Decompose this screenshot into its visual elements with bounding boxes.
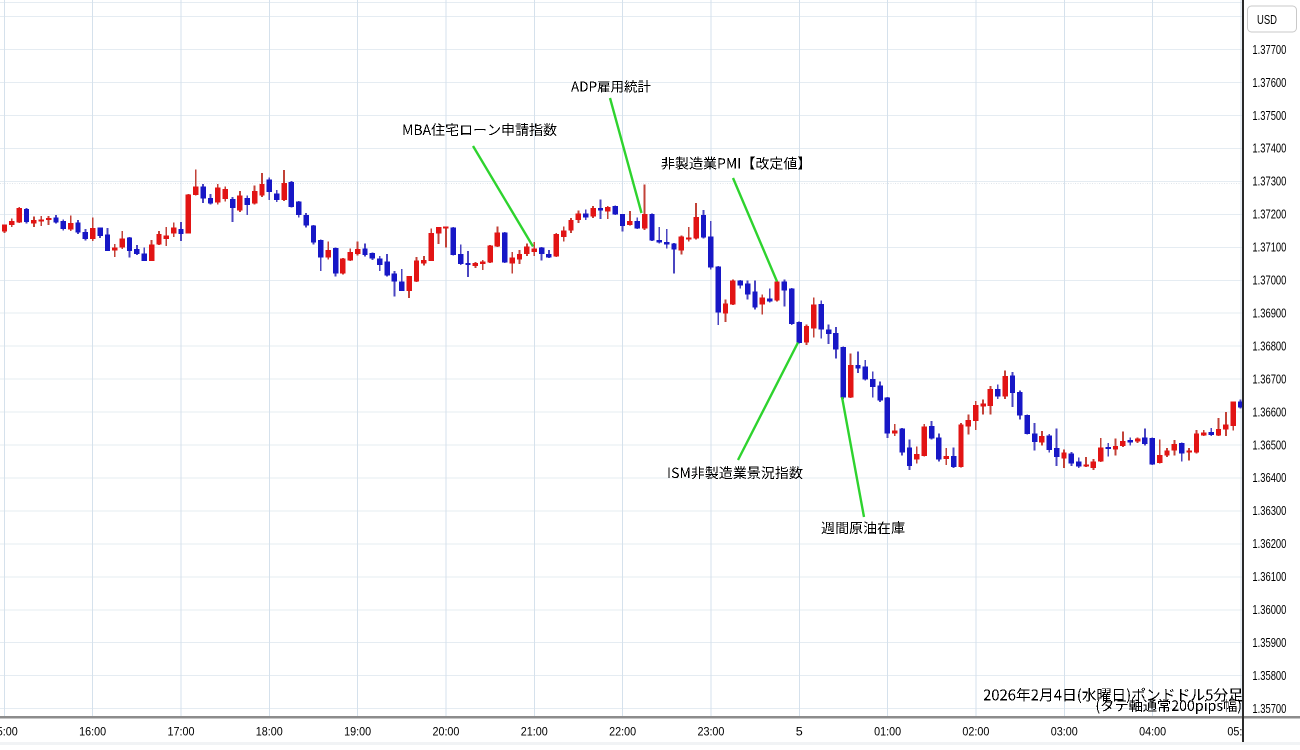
svg-text:1.36500: 1.36500	[1252, 438, 1286, 452]
svg-text:1.36600: 1.36600	[1252, 405, 1286, 419]
svg-text:19:00: 19:00	[344, 724, 371, 738]
svg-text:1.37700: 1.37700	[1252, 43, 1286, 57]
svg-text:18:00: 18:00	[256, 724, 283, 738]
svg-text:1.36300: 1.36300	[1252, 504, 1286, 518]
svg-text:1.35800: 1.35800	[1252, 669, 1286, 683]
svg-text:1.37300: 1.37300	[1252, 175, 1286, 189]
svg-text:1.36000: 1.36000	[1252, 603, 1286, 617]
svg-text:USD: USD	[1257, 13, 1277, 27]
svg-text:16:00: 16:00	[79, 724, 106, 738]
svg-text:1.37400: 1.37400	[1252, 142, 1286, 156]
svg-text:1.36800: 1.36800	[1252, 339, 1286, 353]
svg-text:23:00: 23:00	[697, 724, 724, 738]
svg-text:1.36400: 1.36400	[1252, 471, 1286, 485]
svg-text:15:00: 15:00	[0, 724, 18, 738]
svg-text:03:00: 03:00	[1051, 724, 1078, 738]
svg-text:1.37100: 1.37100	[1252, 241, 1286, 255]
svg-text:1.35700: 1.35700	[1252, 702, 1286, 716]
svg-text:02:00: 02:00	[962, 724, 989, 738]
svg-text:1.37600: 1.37600	[1252, 76, 1286, 90]
svg-text:17:00: 17:00	[167, 724, 194, 738]
svg-text:01:00: 01:00	[874, 724, 901, 738]
svg-text:1.36900: 1.36900	[1252, 306, 1286, 320]
svg-text:1.37000: 1.37000	[1252, 274, 1286, 288]
svg-text:1.37200: 1.37200	[1252, 208, 1286, 222]
svg-text:5: 5	[796, 724, 803, 738]
svg-text:21:00: 21:00	[521, 724, 548, 738]
svg-text:04:00: 04:00	[1139, 724, 1166, 738]
svg-text:1.36100: 1.36100	[1252, 570, 1286, 584]
svg-text:1.36200: 1.36200	[1252, 537, 1286, 551]
svg-text:1.36700: 1.36700	[1252, 372, 1286, 386]
svg-text:20:00: 20:00	[432, 724, 459, 738]
svg-text:22:00: 22:00	[609, 724, 636, 738]
svg-text:1.37500: 1.37500	[1252, 109, 1286, 123]
svg-text:1.35900: 1.35900	[1252, 636, 1286, 650]
svg-text:05:00: 05:00	[1227, 724, 1254, 738]
